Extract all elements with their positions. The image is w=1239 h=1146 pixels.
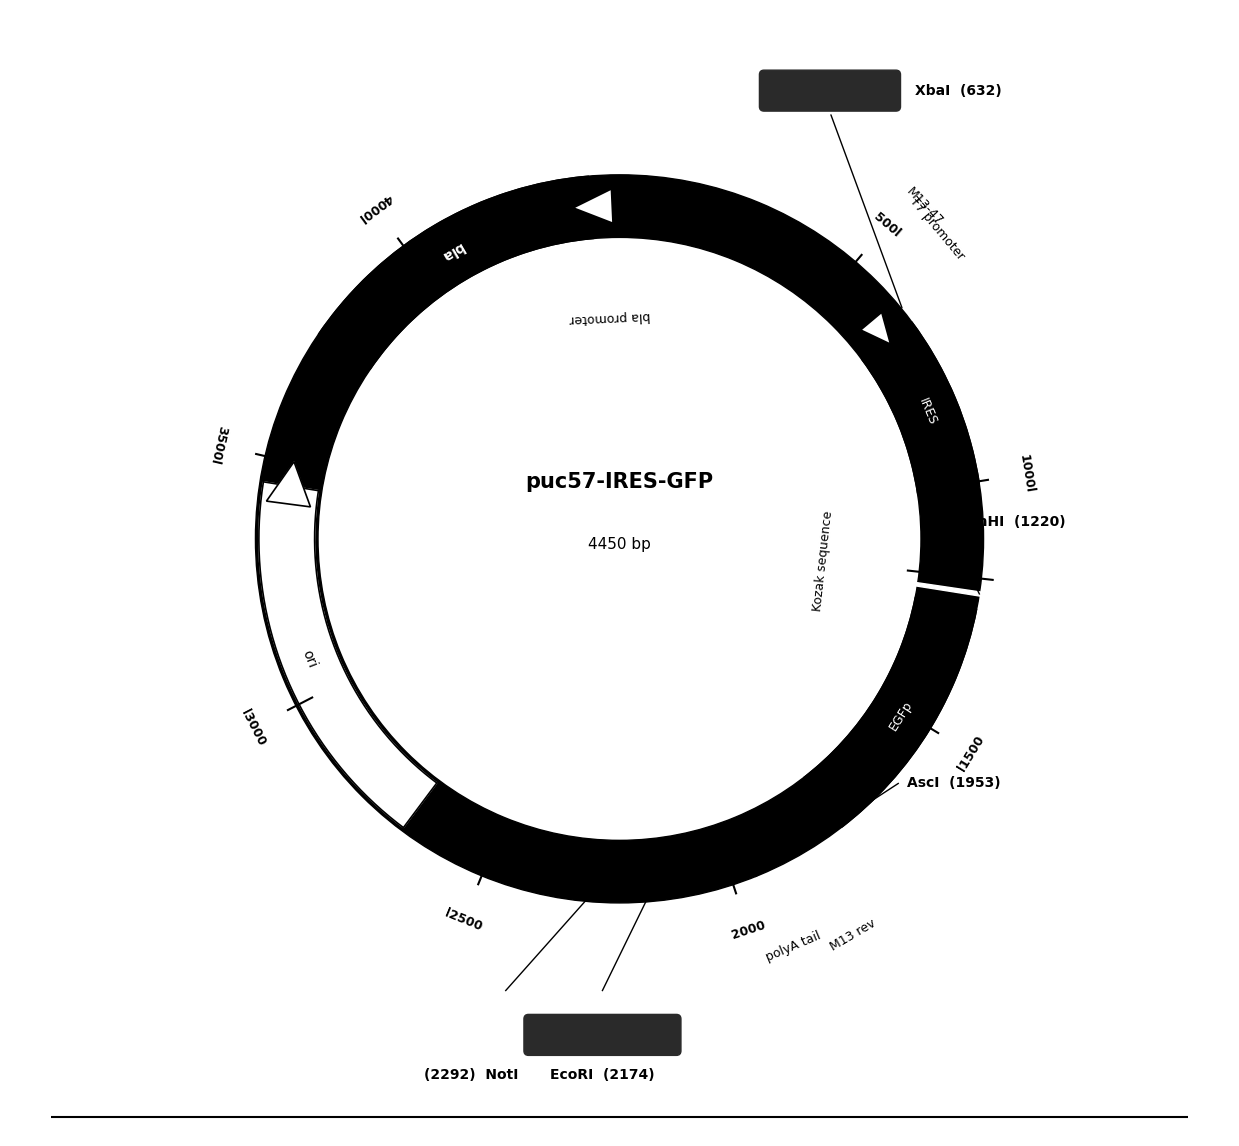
Text: l1500: l1500 [955, 733, 987, 774]
Text: 4450 bp: 4450 bp [589, 537, 650, 552]
Text: 3500l: 3500l [208, 425, 229, 465]
Polygon shape [802, 776, 849, 819]
Text: XbaI  (632): XbaI (632) [916, 84, 1002, 97]
Text: polyA tail: polyA tail [763, 929, 823, 964]
Text: bla: bla [437, 240, 466, 264]
Polygon shape [861, 312, 891, 344]
Wedge shape [318, 176, 593, 369]
Polygon shape [674, 842, 712, 877]
Polygon shape [266, 462, 311, 507]
Text: bla promoter: bla promoter [569, 309, 650, 325]
Text: Kozak sequence: Kozak sequence [812, 510, 835, 612]
Text: 2000: 2000 [730, 918, 767, 942]
Wedge shape [259, 481, 437, 827]
Wedge shape [914, 582, 983, 596]
Text: IRES: IRES [916, 397, 938, 427]
Text: l3000: l3000 [239, 707, 269, 748]
Text: 4000l: 4000l [356, 190, 395, 225]
Polygon shape [332, 321, 375, 368]
Text: 500l: 500l [871, 211, 902, 241]
FancyBboxPatch shape [524, 1014, 681, 1055]
Text: BamHI  (1220): BamHI (1220) [953, 515, 1066, 528]
Wedge shape [693, 815, 793, 877]
Text: 1000l: 1000l [1017, 454, 1036, 494]
Text: puc57-IRES-GFP: puc57-IRES-GFP [525, 472, 714, 492]
Text: l2500: l2500 [444, 906, 484, 934]
Text: EGFp: EGFp [887, 699, 916, 733]
Wedge shape [861, 322, 979, 493]
Polygon shape [777, 811, 799, 839]
Text: T7 promoter: T7 promoter [907, 195, 966, 262]
Text: M13 rev: M13 rev [828, 917, 878, 953]
Text: AscI  (1953): AscI (1953) [907, 777, 1001, 791]
Polygon shape [572, 189, 613, 223]
Text: (2292)  NotI: (2292) NotI [425, 1068, 519, 1082]
Text: EcoRI  (2174): EcoRI (2174) [550, 1068, 654, 1082]
FancyBboxPatch shape [760, 70, 901, 111]
Text: M13-47: M13-47 [903, 185, 945, 228]
Polygon shape [844, 293, 877, 327]
Text: ori: ori [300, 649, 320, 670]
Wedge shape [804, 597, 976, 827]
